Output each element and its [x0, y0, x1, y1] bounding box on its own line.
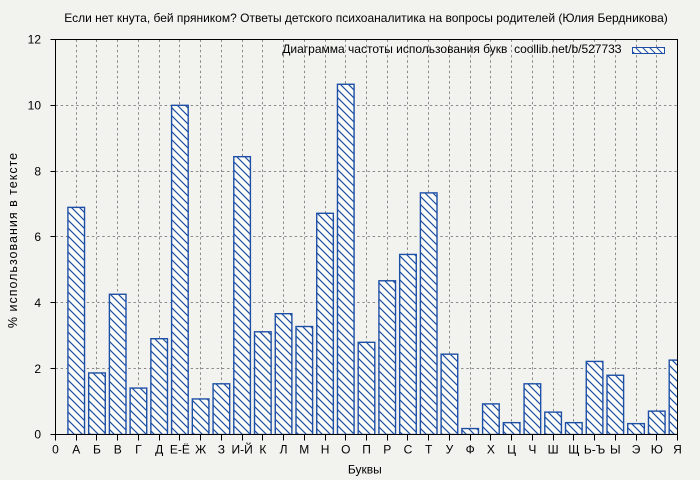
svg-text:0: 0: [52, 443, 59, 457]
svg-text:З: З: [218, 443, 225, 457]
svg-text:12: 12: [28, 33, 42, 47]
svg-text:А: А: [72, 443, 80, 457]
svg-text:% использования в тексте: % использования в тексте: [6, 152, 20, 328]
svg-text:Л: Л: [280, 443, 288, 457]
svg-text:4: 4: [34, 296, 41, 310]
svg-text:Ж: Ж: [195, 443, 206, 457]
svg-text:10: 10: [28, 99, 42, 113]
svg-text:Буквы: Буквы: [348, 462, 382, 476]
svg-text:Диаграмма частоты использовани: Диаграмма частоты использования букв coo…: [282, 42, 622, 56]
svg-text:С: С: [404, 443, 413, 457]
svg-text:2: 2: [34, 362, 41, 376]
svg-text:Е-Ё: Е-Ё: [170, 443, 190, 457]
svg-text:Если нет кнута, бей пряником?: Если нет кнута, бей пряником? Ответы дет…: [64, 11, 667, 25]
svg-text:М: М: [299, 443, 309, 457]
svg-text:Ч: Ч: [528, 443, 536, 457]
svg-text:В: В: [114, 443, 122, 457]
svg-text:8: 8: [34, 164, 41, 178]
svg-text:Г: Г: [135, 443, 142, 457]
svg-text:Ь-Ъ: Ь-Ъ: [584, 443, 605, 457]
svg-text:И-Й: И-Й: [231, 442, 252, 457]
svg-text:Ы: Ы: [610, 443, 621, 457]
svg-text:Ф: Ф: [466, 443, 475, 457]
svg-text:Н: Н: [321, 443, 330, 457]
svg-text:Д: Д: [155, 443, 163, 457]
svg-text:П: П: [362, 443, 371, 457]
svg-text:Я: Я: [673, 443, 682, 457]
svg-text:К: К: [259, 443, 266, 457]
svg-text:Щ: Щ: [568, 443, 579, 457]
svg-text:Т: Т: [425, 443, 433, 457]
svg-text:Б: Б: [93, 443, 101, 457]
svg-text:Э: Э: [632, 443, 641, 457]
svg-text:6: 6: [34, 230, 41, 244]
svg-text:О: О: [341, 443, 350, 457]
svg-text:Р: Р: [383, 443, 391, 457]
svg-text:Ю: Ю: [651, 443, 663, 457]
svg-text:Ш: Ш: [548, 443, 559, 457]
svg-text:Ц: Ц: [507, 443, 516, 457]
svg-text:У: У: [446, 443, 454, 457]
svg-text:0: 0: [34, 428, 41, 442]
svg-text:Х: Х: [487, 443, 495, 457]
